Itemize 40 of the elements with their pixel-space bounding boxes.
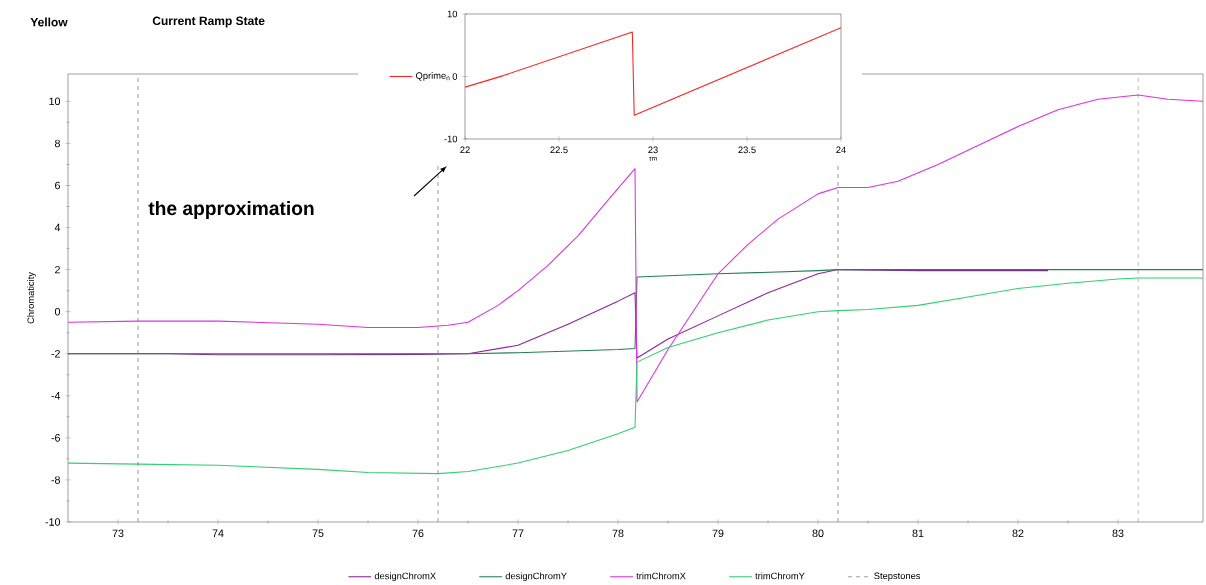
legend-label: Stepstones (874, 572, 921, 581)
y-tick-label: -10 (45, 518, 61, 526)
x-tick-label: 78 (612, 529, 624, 538)
y-axis-title: Chromaticity (27, 272, 36, 324)
x-tick-label: 74 (212, 529, 224, 537)
y-tick-label: 10 (49, 97, 61, 106)
x-tick-label: 22 (460, 146, 470, 154)
legend-label: trimChromX (636, 572, 686, 580)
x-tick-label: 75 (312, 529, 324, 537)
x-tick-label: 73 (112, 529, 124, 538)
y-tick-label: 6 (55, 181, 60, 190)
y-tick-label: 8 (54, 139, 60, 148)
legend-label: Qprime$_{n}$ (416, 72, 450, 81)
x-tick-label: 76 (412, 529, 424, 538)
x-tick-label: 23 (648, 146, 658, 154)
y-tick-label: -10 (444, 135, 458, 143)
x-tick-label: 79 (712, 529, 724, 538)
legend-label: designChromX (374, 572, 436, 582)
x-tick-label: 83 (1112, 529, 1124, 538)
legend-label: designChromY (505, 572, 567, 582)
x-tick-label: 82 (1012, 529, 1024, 538)
y-tick-label: -2 (51, 350, 60, 358)
text: Current Ramp State (152, 16, 265, 28)
x-tick-label: 80 (812, 529, 824, 538)
x-tick-label: 24 (836, 146, 846, 154)
x-tick-label: 22.5 (550, 146, 568, 154)
y-tick-label: 2 (55, 265, 60, 274)
y-tick-label: 4 (54, 223, 61, 232)
x-tick-label: 23.5 (738, 146, 756, 154)
y-tick-label: -8 (51, 476, 60, 484)
x-tick-label: 77 (512, 529, 524, 537)
y-tick-label: -4 (51, 392, 61, 400)
y-tick-label: 10 (447, 10, 458, 18)
y-tick-label: 0 (54, 307, 61, 316)
annotation: the approximation (148, 201, 314, 219)
y-tick-label: -6 (51, 434, 60, 442)
legend-label: trimChromY (755, 572, 805, 580)
text: Yellow (30, 17, 68, 27)
y-tick-label: 0 (452, 73, 458, 80)
x-tick-label: 81 (912, 529, 924, 538)
